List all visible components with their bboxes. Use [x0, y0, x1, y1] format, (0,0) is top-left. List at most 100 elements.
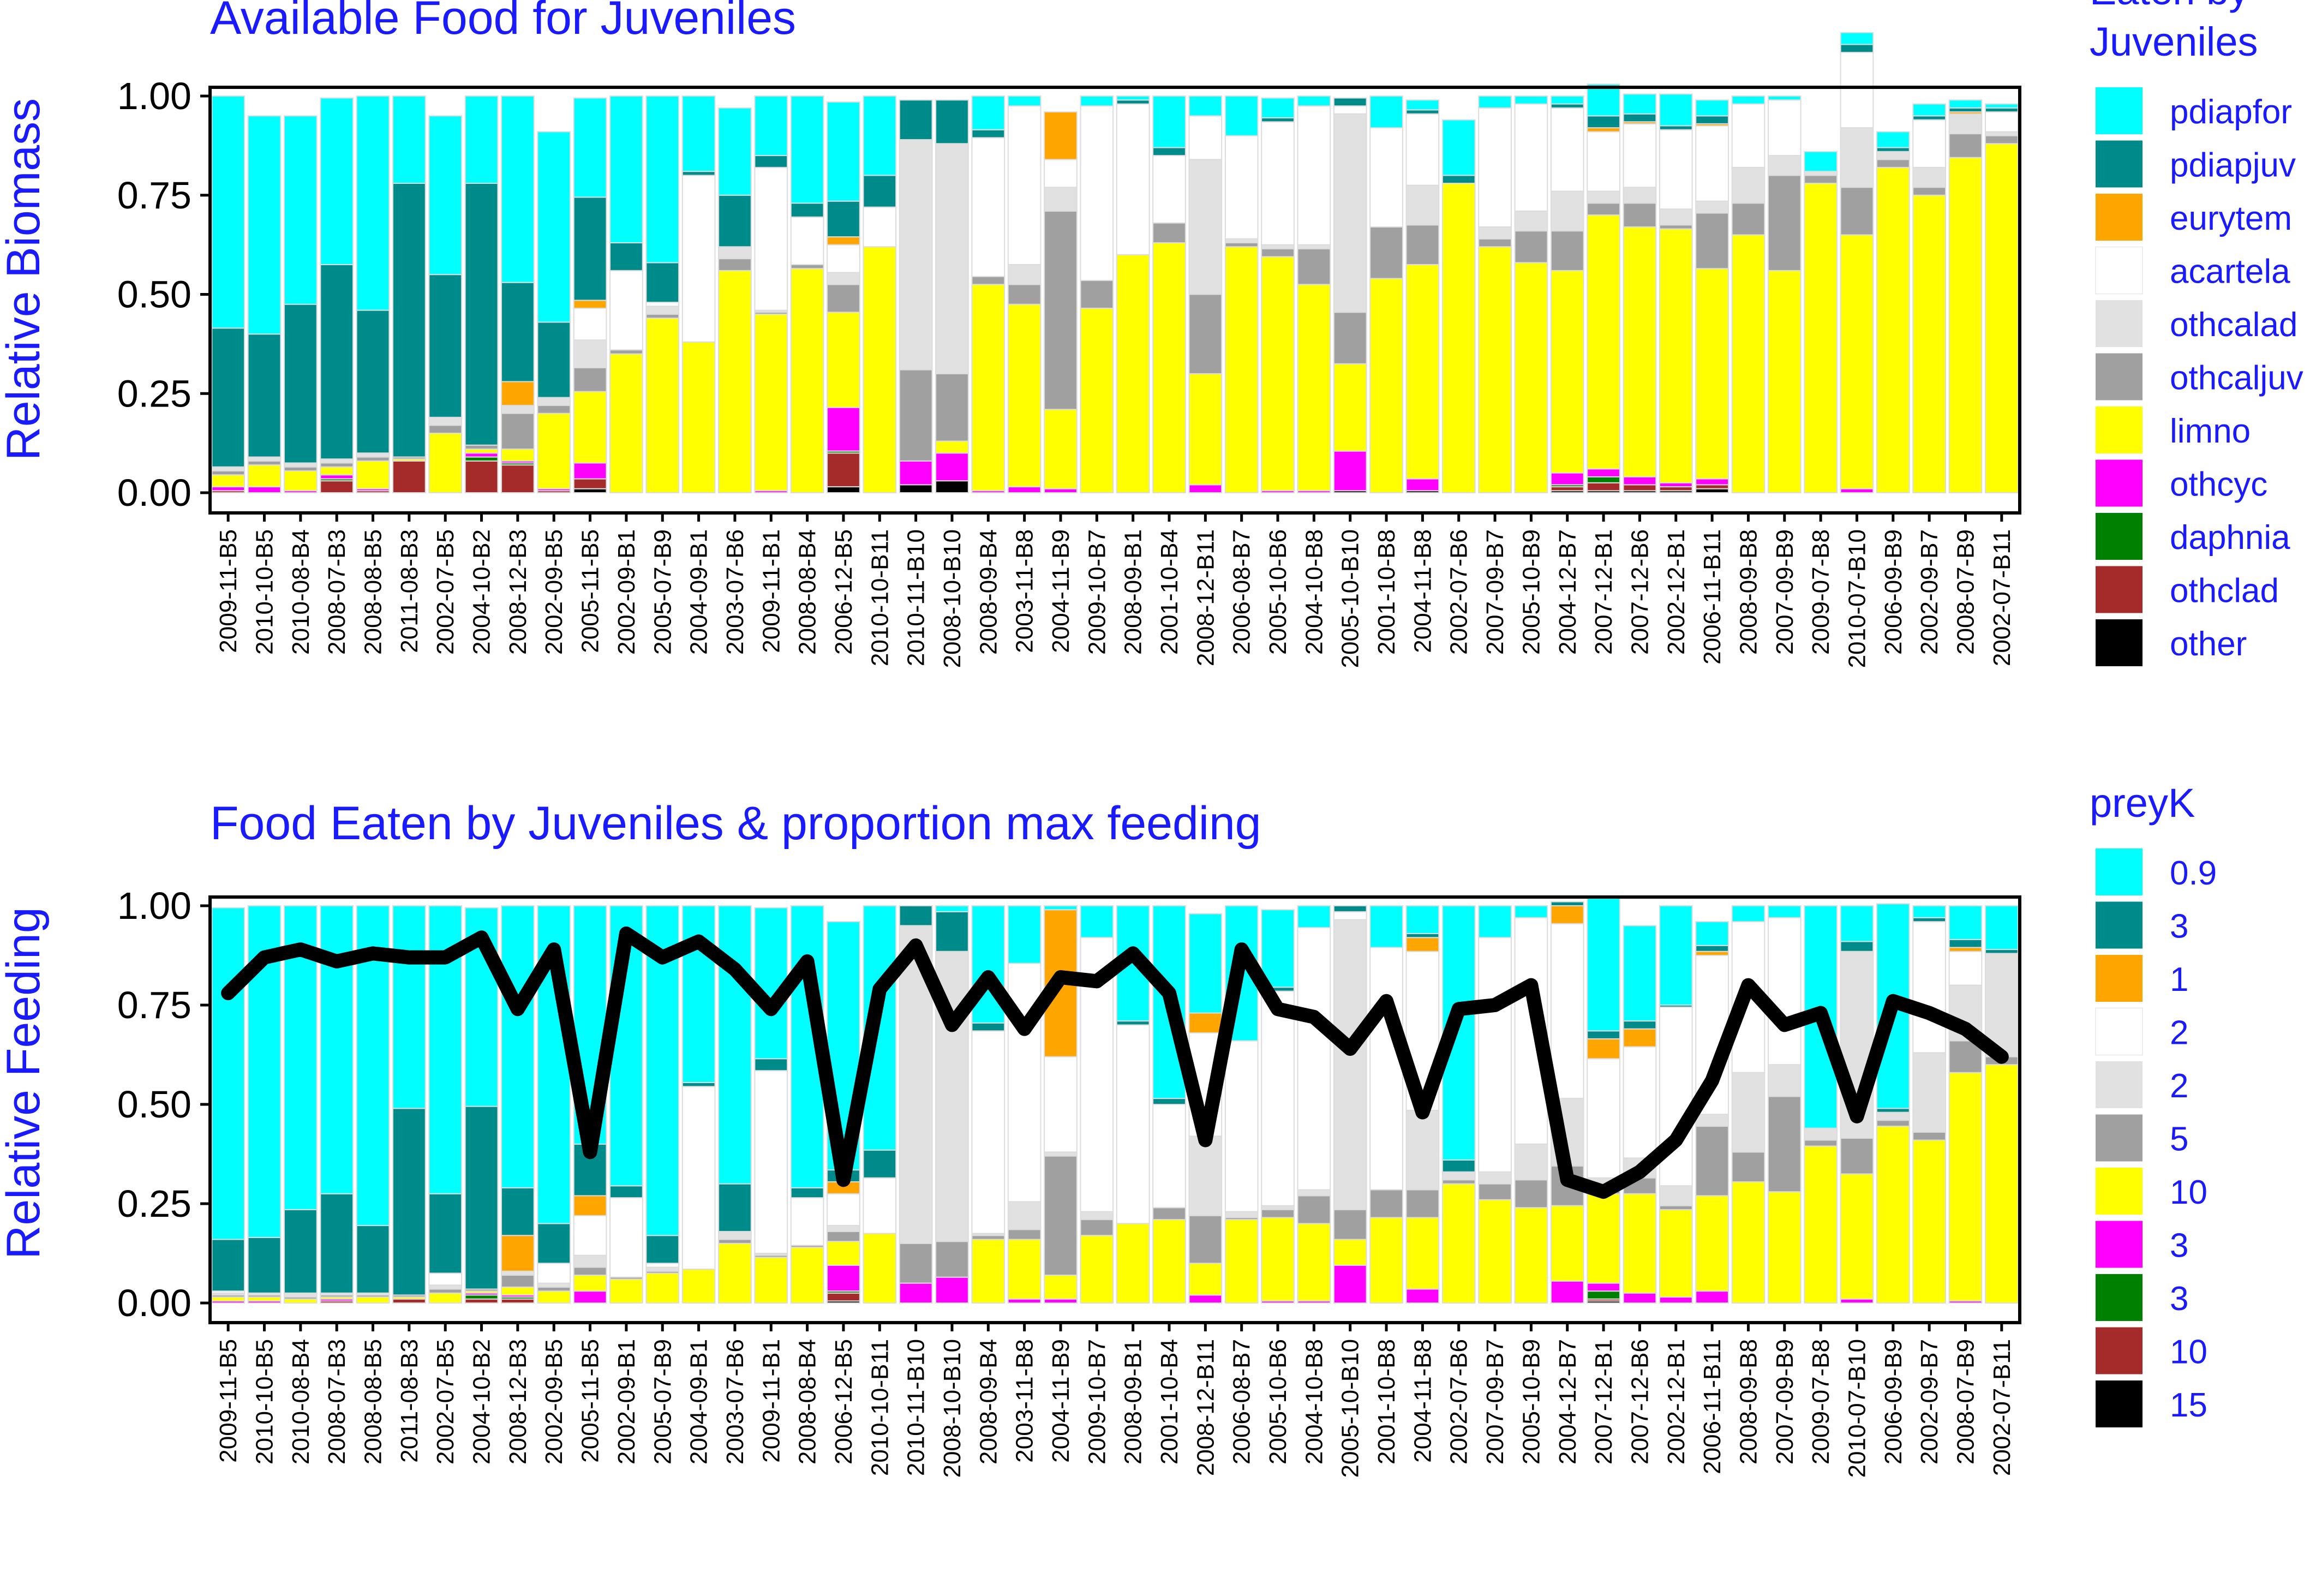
bar-othcyc-2004-12-B7	[1550, 1280, 1584, 1304]
bar-pdiapjuv-2002-09-B1	[609, 1185, 643, 1199]
bar-limno-2004-11-B8	[1405, 1217, 1440, 1290]
top-xtick-label: 2008-10-B10	[939, 529, 966, 668]
bar-othcalad-2008-12-B3	[501, 405, 535, 414]
top-chart-title: Available Food for Juveniles	[210, 0, 796, 44]
bar-limno-2005-11-B5	[573, 1275, 607, 1292]
bar-acartela-2005-10-B6	[1261, 990, 1295, 1206]
bottom-legend-swatch-daphnia	[2096, 1274, 2143, 1321]
top-xtick-label: 2005-10-B10	[1337, 529, 1364, 668]
top-xtick-label: 2008-09-B8	[1735, 529, 1762, 655]
top-xtick-label: 2006-12-B5	[830, 529, 857, 655]
bar-acartela-2004-11-B8	[1405, 113, 1440, 186]
top-xtick-label: 2001-10-B4	[1156, 529, 1183, 655]
top-legend-swatch-limno	[2096, 407, 2143, 453]
bar-pdiapfor-2008-08-B5	[356, 95, 390, 311]
bar-othclad-2006-11-B11	[1695, 484, 1729, 489]
bar-limno-2010-10-B11	[863, 246, 897, 493]
bar-othcaljuv-2002-09-B5	[537, 1286, 571, 1292]
bottom-xtick-label: 2008-12-B11	[1192, 1339, 1219, 1476]
bar-pdiapjuv-2010-11-B10	[899, 99, 933, 140]
bar-acartela-2002-12-B1	[1659, 129, 1693, 210]
bar-pdiapfor-2005-07-B9	[645, 95, 680, 264]
bar-other-2006-12-B5	[827, 486, 860, 493]
bar-pdiapjuv-2008-08-B5	[356, 1225, 390, 1294]
bar-othcalad-2008-10-B10	[935, 143, 969, 374]
top-xtick-label: 2007-12-B1	[1590, 529, 1617, 655]
top-legend-swatch-pdiapfor	[2096, 87, 2143, 134]
bottom-xtick-label: 2003-11-B8	[1012, 1339, 1038, 1463]
bar-pdiapfor-2006-09-B9	[1876, 131, 1910, 148]
top-legend-swatch-eurytem	[2096, 194, 2143, 241]
bar-limno-2009-11-B1	[754, 1257, 788, 1304]
bar-pdiapfor-2001-10-B8	[1369, 95, 1403, 129]
bar-othcalad-2010-08-B4	[284, 462, 318, 468]
bar-pdiapjuv-2006-11-B11	[1695, 945, 1729, 952]
bar-othcyc-2007-12-B6	[1623, 476, 1657, 486]
top-legend-label-othcyc: othcyc	[2170, 466, 2267, 504]
bar-pdiapjuv-2010-10-B11	[863, 1149, 897, 1179]
bar-othcyc-2007-12-B1	[1587, 1282, 1620, 1292]
bar-eurytem-2005-11-B5	[573, 1195, 607, 1216]
top-y-axis-label: Relative Biomass	[0, 98, 50, 461]
bar-pdiapfor-2002-12-B1	[1659, 905, 1693, 1006]
bar-othcalad-2006-11-B11	[1695, 1114, 1729, 1127]
bar-limno-2008-09-B1	[1116, 1223, 1150, 1304]
bar-limno-2008-08-B5	[356, 1296, 390, 1304]
bar-othcaljuv-2006-09-B9	[1876, 159, 1910, 168]
bar-othcaljuv-2008-12-B3	[501, 1275, 535, 1288]
bar-pdiapjuv-2009-11-B1	[754, 1058, 788, 1072]
bar-limno-2002-09-B1	[609, 1278, 643, 1304]
bar-limno-2002-07-B6	[1441, 1183, 1476, 1304]
bar-limno-2003-11-B8	[1007, 1239, 1042, 1300]
bar-othcalad-2006-09-B9	[1876, 1111, 1910, 1121]
top-xtick-label: 2007-09-B7	[1482, 529, 1509, 655]
bar-acartela-2007-12-B6	[1623, 1046, 1657, 1159]
bar-pdiapfor-2008-12-B3	[501, 905, 535, 1188]
bar-pdiapjuv-2010-08-B4	[284, 303, 318, 464]
bar-pdiapfor-2008-07-B9	[1948, 905, 1983, 940]
bar-acartela-2007-12-B6	[1623, 123, 1657, 188]
bar-othcaljuv-2006-12-B5	[827, 1230, 860, 1242]
bar-limno-2006-09-B9	[1876, 166, 1910, 493]
top-xtick-label: 2003-11-B8	[1012, 529, 1038, 653]
bar-limno-2007-12-B6	[1623, 226, 1657, 477]
bar-pdiapjuv-2004-09-B1	[681, 171, 716, 176]
bar-pdiapfor-2007-12-B1	[1587, 83, 1620, 117]
bar-othclad-2011-08-B3	[392, 460, 426, 494]
bar-acartela-2006-08-B7	[1224, 1040, 1259, 1212]
bar-othcaljuv-2008-12-B11	[1188, 294, 1223, 374]
bar-pdiapfor-2004-09-B1	[681, 95, 716, 172]
bar-othcaljuv-2006-11-B11	[1695, 1126, 1729, 1197]
bar-limno-2008-12-B3	[501, 449, 535, 462]
bar-othcaljuv-2002-07-B6	[1441, 1179, 1476, 1185]
bar-pdiapfor-2009-11-B1	[754, 95, 788, 157]
bar-pdiapfor-2004-10-B8	[1297, 905, 1331, 929]
bar-othcalad-2006-12-B5	[827, 272, 860, 285]
bar-eurytem-2008-12-B3	[501, 1235, 535, 1272]
bar-limno-2006-08-B7	[1224, 1219, 1259, 1304]
bar-pdiapfor-2008-09-B8	[1731, 95, 1766, 105]
bottom-legend-label-acartela: 2	[2170, 1014, 2188, 1052]
bar-othcalad-2003-07-B6	[718, 1230, 752, 1240]
bar-limno-2005-07-B9	[645, 318, 680, 493]
bar-eurytem-2008-12-B3	[501, 381, 535, 407]
bar-acartela-2006-12-B5	[827, 244, 860, 273]
bar-othcaljuv-2008-07-B3	[320, 462, 354, 468]
bottom-xtick-label: 2004-12-B7	[1554, 1339, 1581, 1465]
bar-pdiapfor-2002-09-B7	[1912, 905, 1947, 918]
bar-limno-2005-10-B9	[1514, 1207, 1548, 1304]
bottom-xtick-label: 2004-11-B9	[1048, 1339, 1074, 1463]
bar-othclad-2008-07-B3	[320, 480, 354, 494]
top-legend-label-pdiapfor: pdiapfor	[2170, 93, 2292, 131]
top-xtick-label: 2002-09-B5	[541, 529, 567, 655]
bar-acartela-2002-07-B5	[428, 1272, 463, 1286]
top-xtick-label: 2002-07-B5	[432, 529, 459, 655]
bar-othcaljuv-2008-08-B5	[356, 456, 390, 462]
bar-pdiapfor-2004-11-B8	[1405, 99, 1440, 111]
bar-othcalad-2002-09-B5	[537, 1282, 571, 1288]
bar-acartela-2007-12-B1	[1587, 1058, 1620, 1179]
top-legend-swatch-acartela	[2095, 246, 2143, 295]
bar-limno-2001-10-B4	[1152, 1219, 1186, 1304]
bar-othcyc-2008-12-B11	[1188, 1294, 1223, 1304]
top-legend-label-limno: limno	[2170, 413, 2251, 450]
